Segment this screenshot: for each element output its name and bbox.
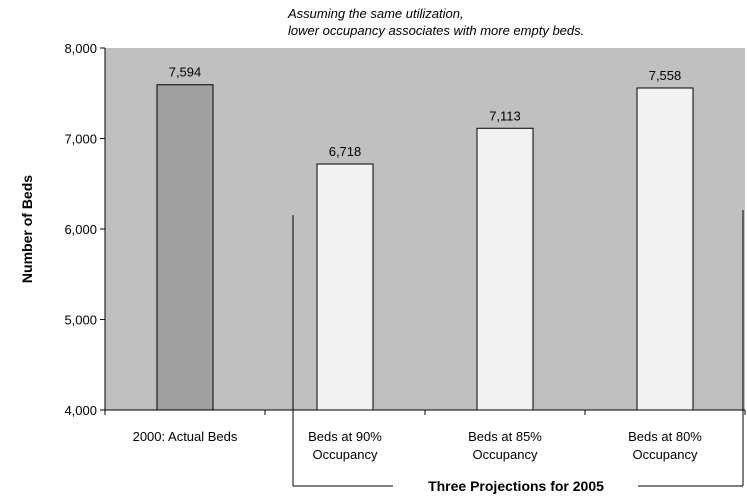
data-label: 6,718 bbox=[329, 144, 362, 159]
bar bbox=[156, 84, 214, 411]
labels-group: 7,594 6,718 7,113 7,558 4,000 5,000 6,000 7,000… bbox=[19, 6, 702, 494]
x-category-label: Beds at 80% bbox=[628, 429, 702, 444]
bar bbox=[636, 87, 694, 411]
annotation-text: lower occupancy associates with more emp… bbox=[288, 23, 584, 38]
annotation-text: Assuming the same utilization, bbox=[287, 6, 464, 21]
group-label: Three Projections for 2005 bbox=[428, 478, 604, 494]
data-label: 7,558 bbox=[649, 68, 682, 83]
bar bbox=[316, 163, 374, 411]
x-category-label: Beds at 85% bbox=[468, 429, 542, 444]
y-tick-label: 4,000 bbox=[64, 403, 97, 418]
x-category-label: Occupancy bbox=[472, 447, 538, 462]
x-category-label: Beds at 90% bbox=[308, 429, 382, 444]
x-category-label: 2000: Actual Beds bbox=[133, 429, 238, 444]
y-tick-label: 8,000 bbox=[64, 41, 97, 56]
y-axis-title: Number of Beds bbox=[19, 175, 35, 283]
bar bbox=[476, 127, 534, 411]
x-category-label: Occupancy bbox=[312, 447, 378, 462]
axes-group bbox=[100, 47, 746, 487]
x-category-label: Occupancy bbox=[632, 447, 698, 462]
data-label: 7,113 bbox=[489, 108, 521, 123]
y-tick-label: 6,000 bbox=[64, 222, 97, 237]
y-tick-label: 7,000 bbox=[64, 132, 97, 147]
y-tick-label: 5,000 bbox=[64, 313, 97, 328]
data-label: 7,594 bbox=[169, 65, 202, 80]
bars-group bbox=[156, 84, 694, 411]
